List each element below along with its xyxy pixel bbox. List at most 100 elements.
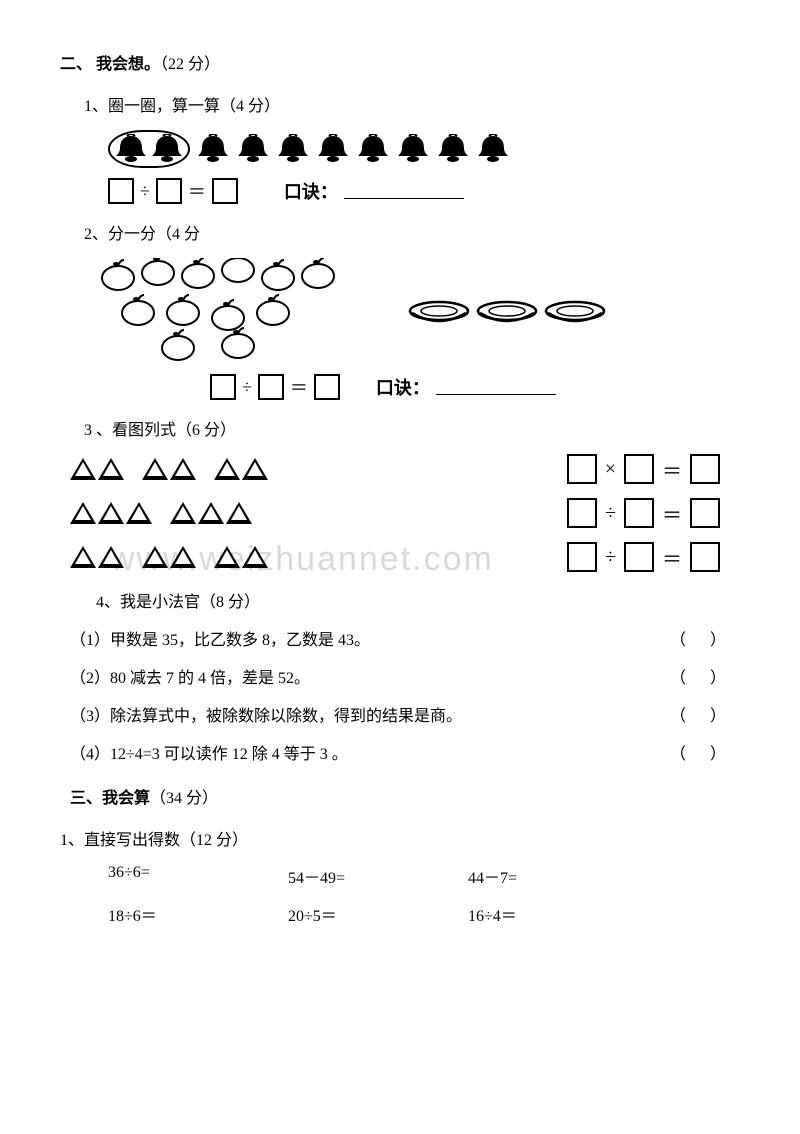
q1-label: 1、圈一圈，算一算（4 分） <box>84 92 740 116</box>
triangle-group <box>170 502 252 524</box>
triangle-icon <box>198 502 224 524</box>
equation: ÷＝ <box>567 498 720 528</box>
op-divide: ÷ <box>140 181 150 202</box>
section3-title: 三、我会算（34 分） <box>70 784 740 808</box>
eq: ＝ <box>662 455 682 484</box>
blank-box[interactable] <box>567 498 597 528</box>
triangle-row: ×＝ <box>70 454 740 484</box>
blank-box[interactable] <box>624 454 654 484</box>
plate-icon <box>544 299 606 327</box>
calc-item[interactable]: 54－49= <box>288 864 398 888</box>
triangle-icon <box>70 458 96 480</box>
q1-bells <box>108 130 740 168</box>
section2-title: 二、 我会想。（22 分） <box>60 50 740 74</box>
judge-blank[interactable]: （ ） <box>670 664 740 688</box>
blank-box[interactable] <box>690 542 720 572</box>
blank-box[interactable] <box>108 178 134 204</box>
triangle-row: ÷＝ <box>70 542 740 572</box>
plate-icon <box>408 299 470 327</box>
op: ÷ <box>605 502 616 525</box>
bell-icon <box>316 134 350 164</box>
section3-prefix: 三、 <box>70 790 102 807</box>
bell-icon <box>276 134 310 164</box>
q4-label: 4、我是小法官（8 分） <box>96 588 740 612</box>
judge-row: （2）80 减去 7 的 4 倍，差是 52。（ ） <box>70 664 740 688</box>
triangle-group <box>70 458 124 480</box>
s3q1-label: 1、直接写出得数（12 分） <box>60 826 740 850</box>
section2-suffix: （22 分） <box>160 56 220 73</box>
calc-row: 36÷6= 54－49= 44－7= <box>108 864 740 888</box>
koujue-blank[interactable] <box>436 380 556 395</box>
triangle-icon <box>170 458 196 480</box>
judge-text: （1）甲数是 35，比乙数多 8，乙数是 43。 <box>70 626 670 650</box>
equation: ÷＝ <box>567 542 720 572</box>
triangle-icon <box>98 458 124 480</box>
eq: ＝ <box>662 499 682 528</box>
triangle-icon <box>170 502 196 524</box>
koujue-blank[interactable] <box>344 184 464 199</box>
op-eq: ＝ <box>290 374 308 400</box>
triangle-icon <box>242 458 268 480</box>
blank-box[interactable] <box>156 178 182 204</box>
calc-item[interactable]: 20÷5＝ <box>288 902 398 926</box>
triangle-icon <box>70 502 96 524</box>
triangle-icon <box>98 502 124 524</box>
blank-box[interactable] <box>212 178 238 204</box>
section2-bold: 我会想。 <box>96 56 160 73</box>
blank-box[interactable] <box>624 498 654 528</box>
koujue-label: 口诀： <box>376 374 430 400</box>
blank-box[interactable] <box>258 374 284 400</box>
bell-icon <box>196 134 230 164</box>
blank-box[interactable] <box>210 374 236 400</box>
blank-box[interactable] <box>314 374 340 400</box>
q3-label: 3 、看图列式（6 分） <box>84 416 740 440</box>
triangle-group <box>70 502 152 524</box>
bell-icon <box>236 134 270 164</box>
triangle-group <box>214 546 268 568</box>
section3-suffix: （34 分） <box>150 790 218 807</box>
koujue-label: 口诀： <box>284 178 338 204</box>
section3-bold: 我会算 <box>102 790 150 807</box>
judge-blank[interactable]: （ ） <box>670 702 740 726</box>
triangle-icon <box>142 546 168 568</box>
equation: ×＝ <box>567 454 720 484</box>
triangle-icon <box>126 502 152 524</box>
apples-icon <box>88 258 358 368</box>
calc-item[interactable]: 44－7= <box>468 864 578 888</box>
triangle-icon <box>170 546 196 568</box>
blank-box[interactable] <box>690 454 720 484</box>
op: × <box>605 458 616 481</box>
blank-box[interactable] <box>567 542 597 572</box>
op: ÷ <box>605 546 616 569</box>
triangle-icon <box>98 546 124 568</box>
circled-group <box>108 130 190 168</box>
judge-blank[interactable]: （ ） <box>670 740 740 764</box>
blank-box[interactable] <box>567 454 597 484</box>
blank-box[interactable] <box>624 542 654 572</box>
eq: ＝ <box>662 543 682 572</box>
triangle-icon <box>70 546 96 568</box>
calc-row: 18÷6＝ 20÷5＝ 16÷4＝ <box>108 902 740 926</box>
q2-figure <box>88 258 740 368</box>
triangle-icon <box>214 458 240 480</box>
triangle-group <box>214 458 268 480</box>
calc-item[interactable]: 36÷6= <box>108 864 218 888</box>
judge-blank[interactable]: （ ） <box>670 626 740 650</box>
judge-row: （3）除法算式中，被除数除以除数，得到的结果是商。（ ） <box>70 702 740 726</box>
calc-item[interactable]: 16÷4＝ <box>468 902 578 926</box>
bell-icon <box>396 134 430 164</box>
judge-text: （3）除法算式中，被除数除以除数，得到的结果是商。 <box>70 702 670 726</box>
section2-prefix: 二、 <box>60 56 92 73</box>
bell-icon <box>356 134 390 164</box>
blank-box[interactable] <box>690 498 720 528</box>
triangle-group <box>142 546 196 568</box>
calc-item[interactable]: 18÷6＝ <box>108 902 218 926</box>
judge-text: （4）12÷4=3 可以读作 12 除 4 等于 3 。 <box>70 740 670 764</box>
triangle-row: ÷＝ <box>70 498 740 528</box>
triangle-icon <box>142 458 168 480</box>
plates-group <box>408 299 606 327</box>
judge-row: （4）12÷4=3 可以读作 12 除 4 等于 3 。（ ） <box>70 740 740 764</box>
triangle-icon <box>226 502 252 524</box>
q2-label: 2、分一分（4 分 <box>84 220 740 244</box>
bell-icon <box>150 134 184 164</box>
